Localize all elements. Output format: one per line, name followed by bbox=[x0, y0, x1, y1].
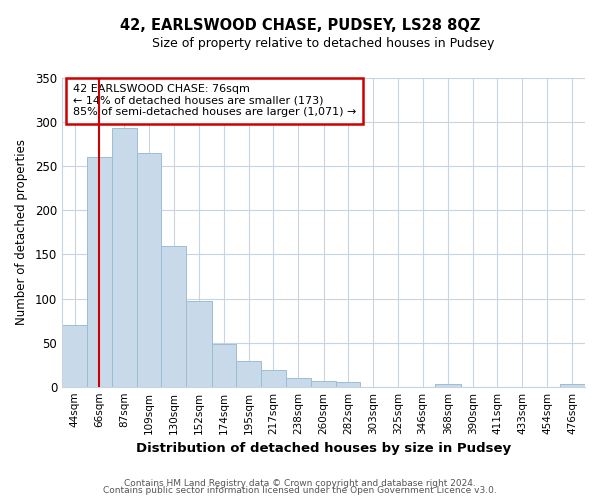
Text: Contains HM Land Registry data © Crown copyright and database right 2024.: Contains HM Land Registry data © Crown c… bbox=[124, 478, 476, 488]
Bar bbox=[161, 246, 187, 386]
Bar bbox=[212, 344, 236, 387]
Title: Size of property relative to detached houses in Pudsey: Size of property relative to detached ho… bbox=[152, 38, 495, 51]
X-axis label: Distribution of detached houses by size in Pudsey: Distribution of detached houses by size … bbox=[136, 442, 511, 455]
Bar bbox=[187, 301, 212, 386]
Bar bbox=[262, 370, 286, 386]
Bar bbox=[88, 158, 112, 386]
Bar bbox=[336, 382, 361, 386]
Text: 42, EARLSWOOD CHASE, PUDSEY, LS28 8QZ: 42, EARLSWOOD CHASE, PUDSEY, LS28 8QZ bbox=[120, 18, 480, 32]
Bar bbox=[435, 384, 461, 386]
Bar bbox=[62, 325, 88, 386]
Bar bbox=[311, 380, 336, 386]
Bar bbox=[560, 384, 585, 386]
Text: Contains public sector information licensed under the Open Government Licence v3: Contains public sector information licen… bbox=[103, 486, 497, 495]
Y-axis label: Number of detached properties: Number of detached properties bbox=[15, 140, 28, 326]
Bar bbox=[137, 153, 161, 386]
Bar bbox=[112, 128, 137, 386]
Text: 42 EARLSWOOD CHASE: 76sqm
← 14% of detached houses are smaller (173)
85% of semi: 42 EARLSWOOD CHASE: 76sqm ← 14% of detac… bbox=[73, 84, 356, 117]
Bar bbox=[286, 378, 311, 386]
Bar bbox=[236, 361, 262, 386]
